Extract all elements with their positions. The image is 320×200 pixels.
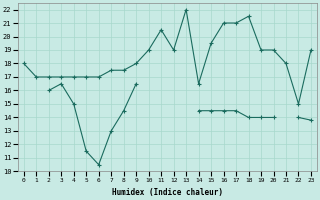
- X-axis label: Humidex (Indice chaleur): Humidex (Indice chaleur): [112, 188, 223, 197]
